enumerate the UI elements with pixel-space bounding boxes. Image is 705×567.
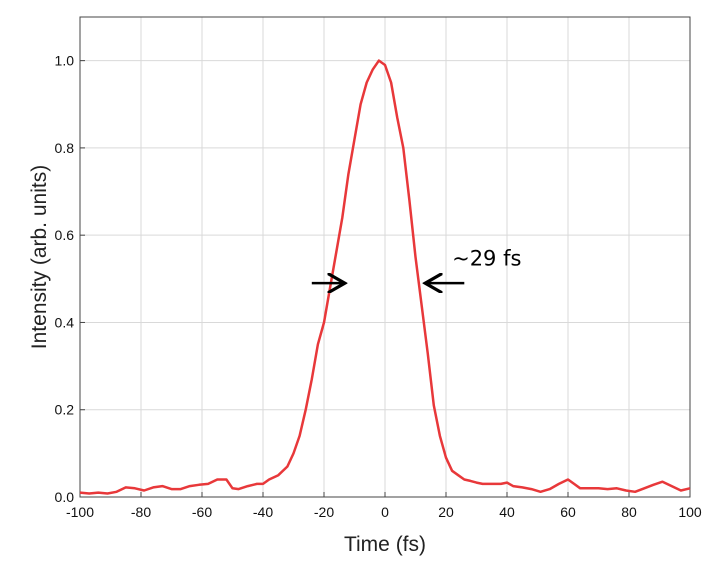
x-tick-label: 20 [438, 504, 454, 520]
fwhm-annotation: ~29 fs [452, 247, 521, 271]
y-tick-label: 0.4 [55, 314, 75, 330]
grid-lines [80, 17, 690, 497]
y-axis-ticks: 0.0 0.2 0.4 0.6 0.8 1.0 [55, 53, 85, 505]
x-axis-title: Time (fs) [344, 533, 426, 556]
intensity-series-line [79, 59, 691, 495]
y-tick-label: 0.8 [55, 140, 75, 156]
x-tick-label: -20 [314, 504, 334, 520]
x-tick-label: 100 [678, 504, 702, 520]
x-tick-label: 0 [381, 504, 389, 520]
y-tick-label: 0.2 [55, 402, 75, 418]
x-tick-label: -40 [253, 504, 273, 520]
y-tick-label: 0.0 [55, 489, 75, 505]
y-tick-label: 1.0 [55, 53, 75, 69]
x-tick-label: -100 [66, 504, 94, 520]
y-axis-title: Intensity (arb. units) [28, 165, 51, 349]
y-tick-label: 0.6 [55, 227, 75, 243]
x-tick-label: 80 [621, 504, 637, 520]
x-tick-label: -60 [192, 504, 212, 520]
x-tick-label: 40 [499, 504, 515, 520]
x-tick-label: -80 [131, 504, 151, 520]
x-axis-ticks: -100 -80 -60 -40 -20 0 20 40 60 80 100 [66, 492, 702, 520]
x-tick-label: 60 [560, 504, 576, 520]
